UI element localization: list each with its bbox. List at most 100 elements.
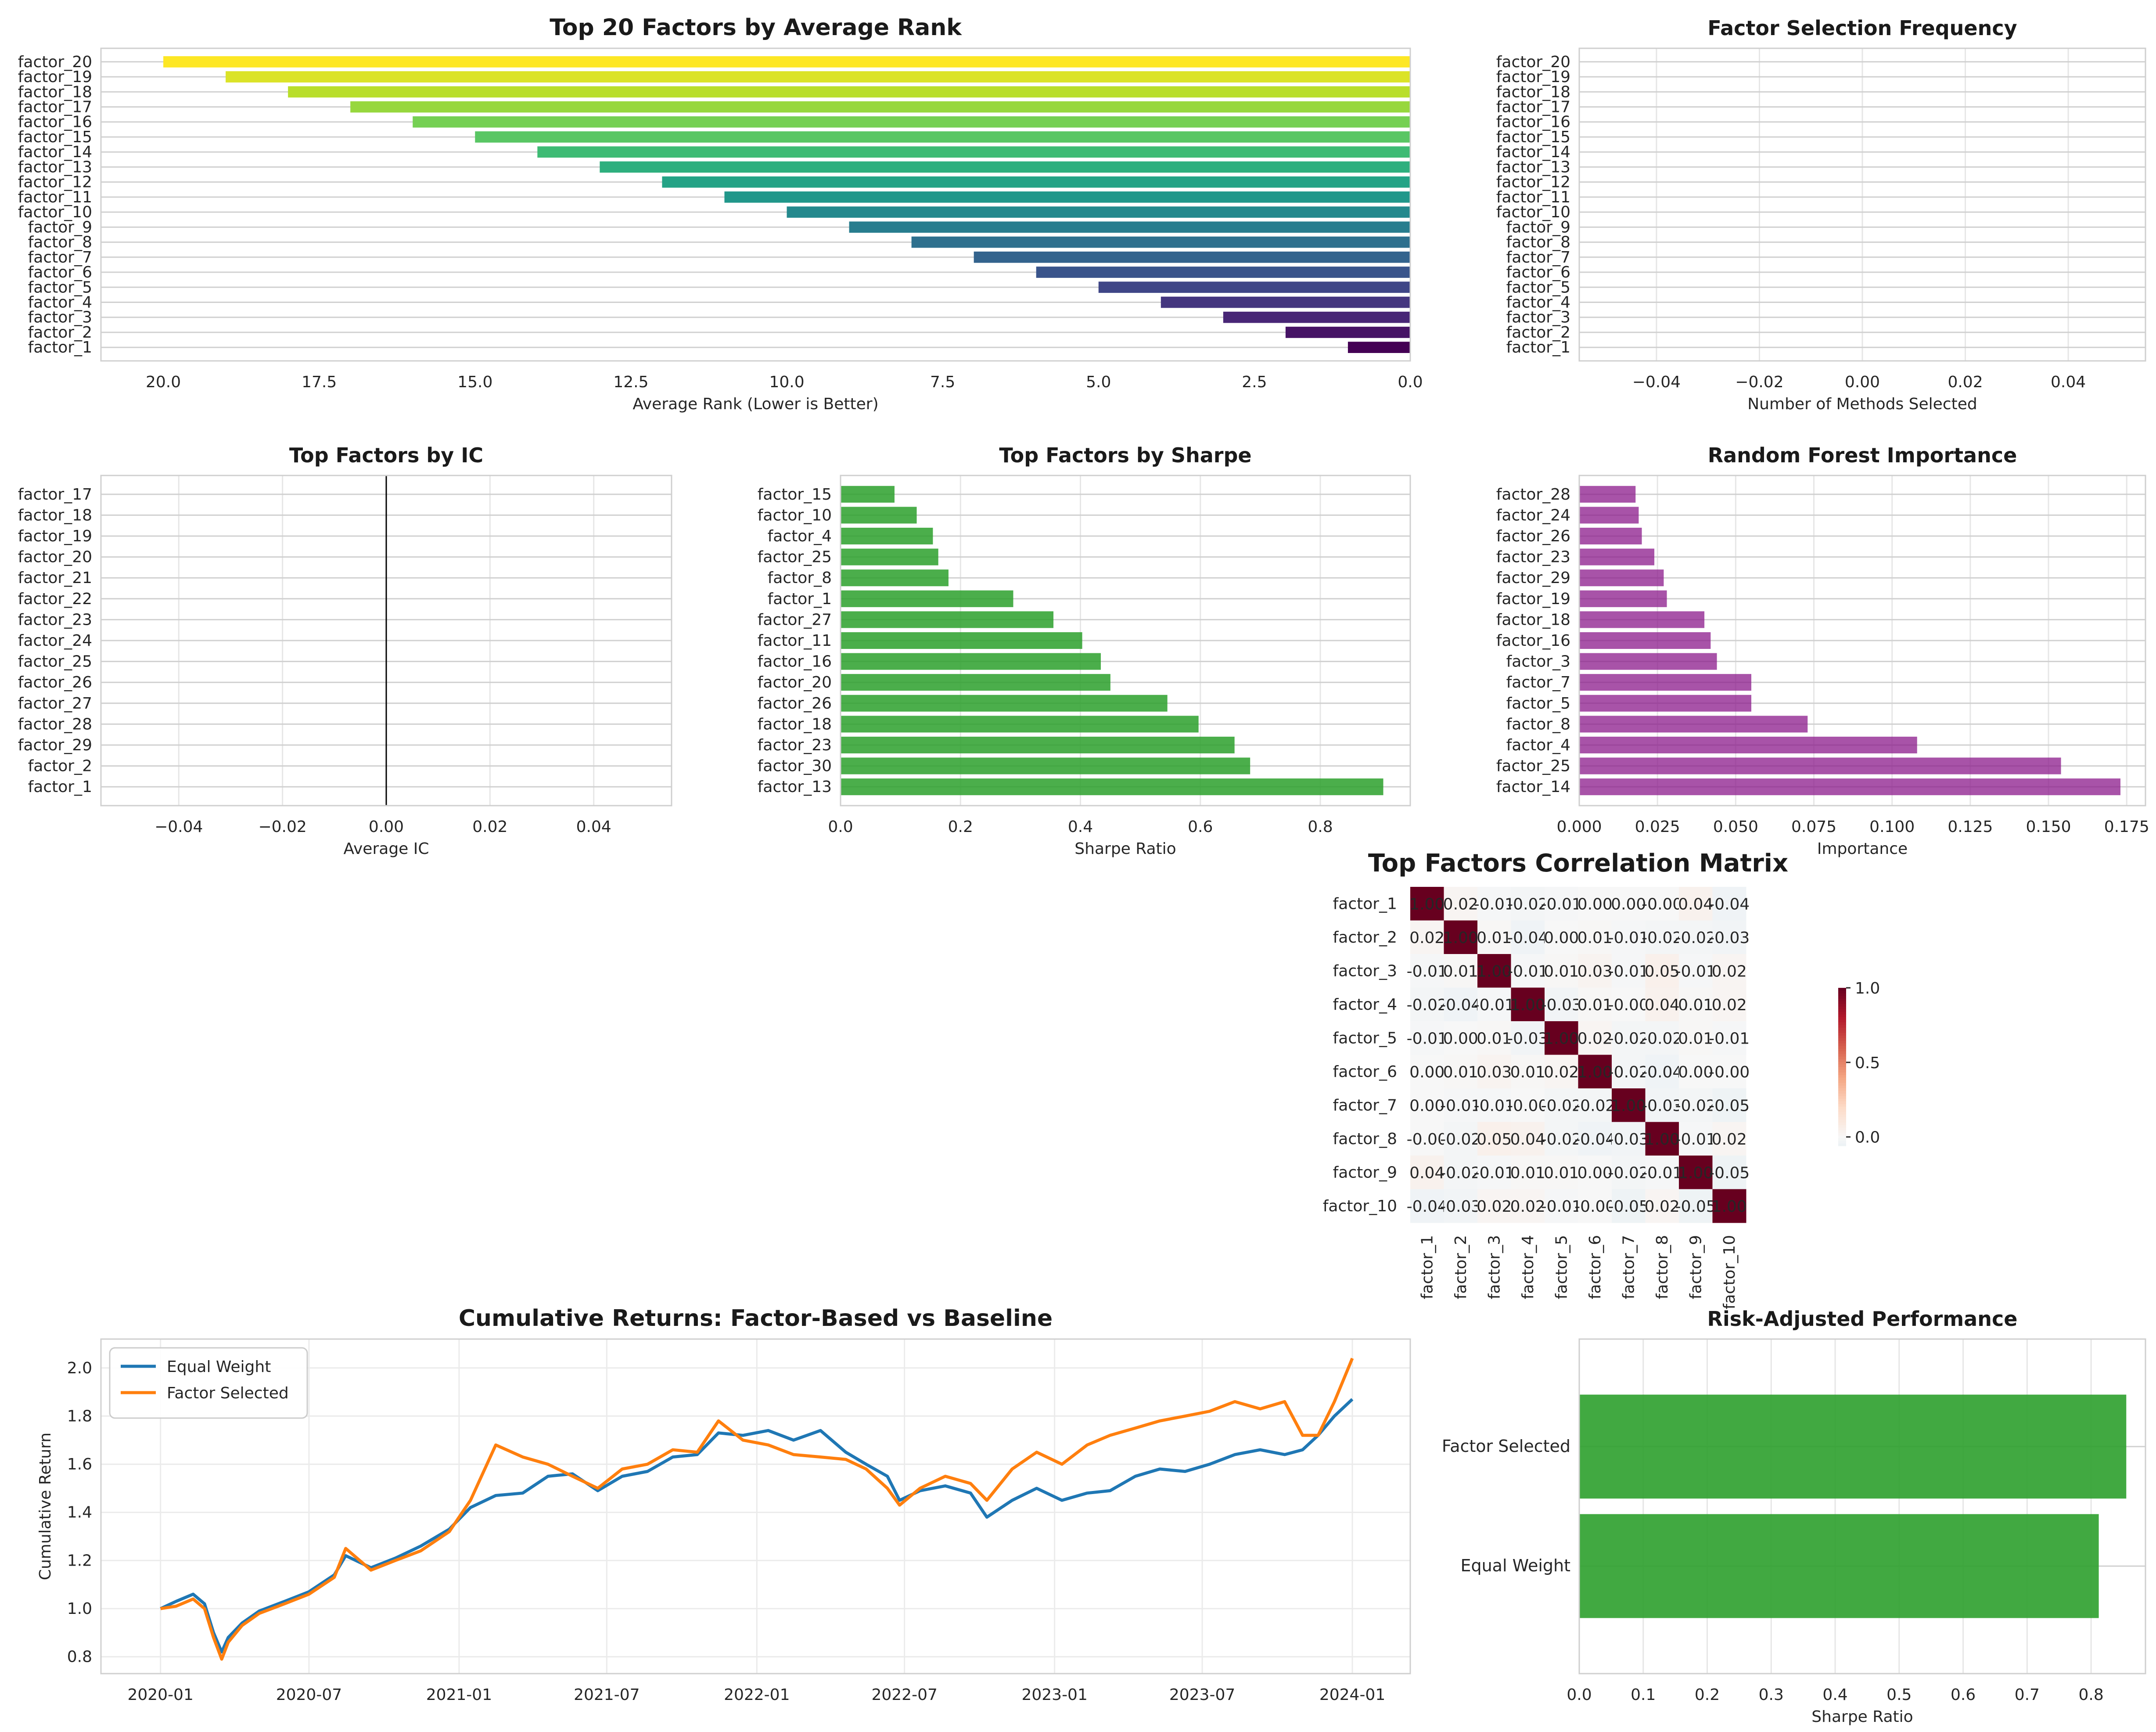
y-tick-label: factor_1 (1506, 338, 1570, 356)
colorbar-segment (1838, 1012, 1846, 1015)
bar (841, 486, 895, 503)
heatmap-cell-label: 0.02 (1409, 929, 1445, 947)
y-tick-label: 1.4 (67, 1504, 92, 1522)
heatmap-cell-label: -0.00 (1608, 996, 1649, 1014)
heatmap-cell-label: -0.02 (1675, 929, 1716, 947)
heatmap-cell (1645, 1189, 1679, 1223)
colorbar-segment (1838, 1101, 1846, 1104)
plot-frame (1578, 475, 2146, 807)
y-tick-label: Factor Selected (1442, 1437, 1570, 1456)
chart-title: Top Factors Correlation Matrix (1368, 849, 1788, 878)
y-tick-label: factor_16 (18, 113, 92, 131)
y-tick-label: factor_20 (18, 548, 92, 566)
heatmap-cell-label: 1.00 (1611, 1097, 1646, 1115)
y-axis-label: Cumulative Return (36, 1433, 54, 1580)
heatmap-cell (1477, 1055, 1511, 1089)
bar (1579, 527, 1642, 545)
heatmap-cell (1410, 1021, 1444, 1055)
y-tick-label: 1.6 (67, 1455, 92, 1473)
bar (1285, 327, 1410, 338)
heatmap-cell (1511, 1021, 1545, 1055)
colorbar-segment (1838, 1080, 1846, 1083)
bar (1579, 695, 1751, 712)
x-tick-label: factor_6 (1586, 1235, 1604, 1299)
heatmap-cell-label: -0.02 (1642, 929, 1682, 947)
y-tick-label: factor_13 (18, 158, 92, 176)
y-tick-label: factor_11 (18, 188, 92, 206)
x-tick-label: 2023-01 (1021, 1686, 1087, 1704)
colorbar-segment (1838, 1025, 1846, 1028)
heatmap-cell (1545, 1055, 1578, 1089)
bar (413, 116, 1411, 128)
heatmap-cell (1645, 1156, 1679, 1189)
heatmap-cell-label: 0.01 (1544, 962, 1579, 980)
bar (1579, 778, 2120, 796)
heatmap-cell-label: 0.01 (1678, 1030, 1713, 1048)
x-tick-label: 2.5 (1242, 373, 1267, 391)
heatmap-cell (1511, 1122, 1545, 1156)
x-tick-label: 0.8 (2078, 1686, 2103, 1704)
chart-title: Cumulative Returns: Factor-Based vs Base… (459, 1305, 1053, 1332)
heatmap-cell (1511, 887, 1545, 921)
colorbar-segment (1838, 1046, 1846, 1049)
heatmap-cell-label: 0.01 (1577, 929, 1613, 947)
heatmap-cell (1578, 920, 1612, 954)
colorbar-segment (1838, 1072, 1846, 1075)
bar (1098, 281, 1410, 293)
x-tick-label: 0.2 (1695, 1686, 1720, 1704)
x-tick-label: 0.6 (1951, 1686, 1976, 1704)
y-tick-label: factor_3 (1333, 962, 1397, 980)
y-tick-label: 1.0 (67, 1600, 92, 1618)
heatmap-cell-label: 0.02 (1712, 962, 1747, 980)
heatmap-cell (1444, 1189, 1478, 1223)
heatmap-cell-label: -0.05 (1608, 1198, 1649, 1216)
heatmap-cell (1578, 954, 1612, 988)
heatmap-cell-label: -0.01 (1541, 895, 1582, 913)
x-tick-label: 15.0 (457, 373, 492, 391)
heatmap-cell (1410, 954, 1444, 988)
heatmap-cell (1679, 1021, 1713, 1055)
colorbar-segment (1838, 1027, 1846, 1030)
heatmap-cell (1444, 987, 1478, 1022)
y-tick-label: factor_3 (28, 309, 92, 327)
heatmap-cell-label: 0.00 (1544, 929, 1579, 947)
heatmap-cell-label: 0.02 (1510, 1198, 1545, 1216)
heatmap-cell (1410, 1088, 1444, 1122)
y-tick-label: factor_3 (1506, 653, 1570, 671)
x-tick-label: 2021-07 (574, 1686, 640, 1704)
bar (841, 695, 1168, 712)
heatmap-cell-label: 0.01 (1510, 1063, 1545, 1081)
bar (1579, 1514, 2099, 1618)
colorbar-segment (1838, 1077, 1846, 1080)
x-tick-label: 0.5 (1886, 1686, 1912, 1704)
x-tick-label: 2023-07 (1169, 1686, 1235, 1704)
colorbar-segment (1838, 1030, 1846, 1033)
y-tick-label: factor_5 (28, 278, 92, 296)
heatmap-cell-label: -0.04 (1709, 895, 1750, 913)
colorbar-segment (1838, 993, 1846, 996)
bar (1579, 590, 1667, 607)
colorbar-segment (1838, 1106, 1846, 1109)
heatmap-cell (1477, 987, 1511, 1022)
y-tick-label: factor_8 (1506, 234, 1570, 252)
heatmap-cell-label: 0.01 (1443, 962, 1478, 980)
plot-frame (100, 47, 1411, 362)
y-tick-label: factor_13 (1496, 158, 1570, 176)
colorbar-segment (1838, 1127, 1846, 1131)
heatmap-cell-label: 1.00 (1678, 1164, 1713, 1182)
heatmap-cell-label: 0.01 (1678, 996, 1713, 1014)
heatmap-cell-label: 0.01 (1510, 1164, 1545, 1182)
y-tick-label: factor_7 (1333, 1096, 1397, 1114)
y-tick-label: factor_29 (1496, 569, 1570, 587)
heatmap-cell (1578, 887, 1612, 921)
heatmap-cell-label: 0.00 (1409, 1097, 1445, 1115)
colorbar-segment (1838, 1062, 1846, 1065)
heatmap-cell-label: -0.01 (1675, 1131, 1716, 1149)
x-tick-label: 0.02 (1948, 373, 1983, 391)
heatmap-cell-label: 0.02 (1544, 1063, 1579, 1081)
heatmap-cell-label: -0.03 (1608, 1131, 1649, 1149)
colorbar-segment (1838, 1093, 1846, 1096)
heatmap-cell-label: -0.00 (1709, 1063, 1750, 1081)
colorbar-segment (1838, 1091, 1846, 1094)
heatmap-cell-label: 0.04 (1510, 1131, 1545, 1149)
